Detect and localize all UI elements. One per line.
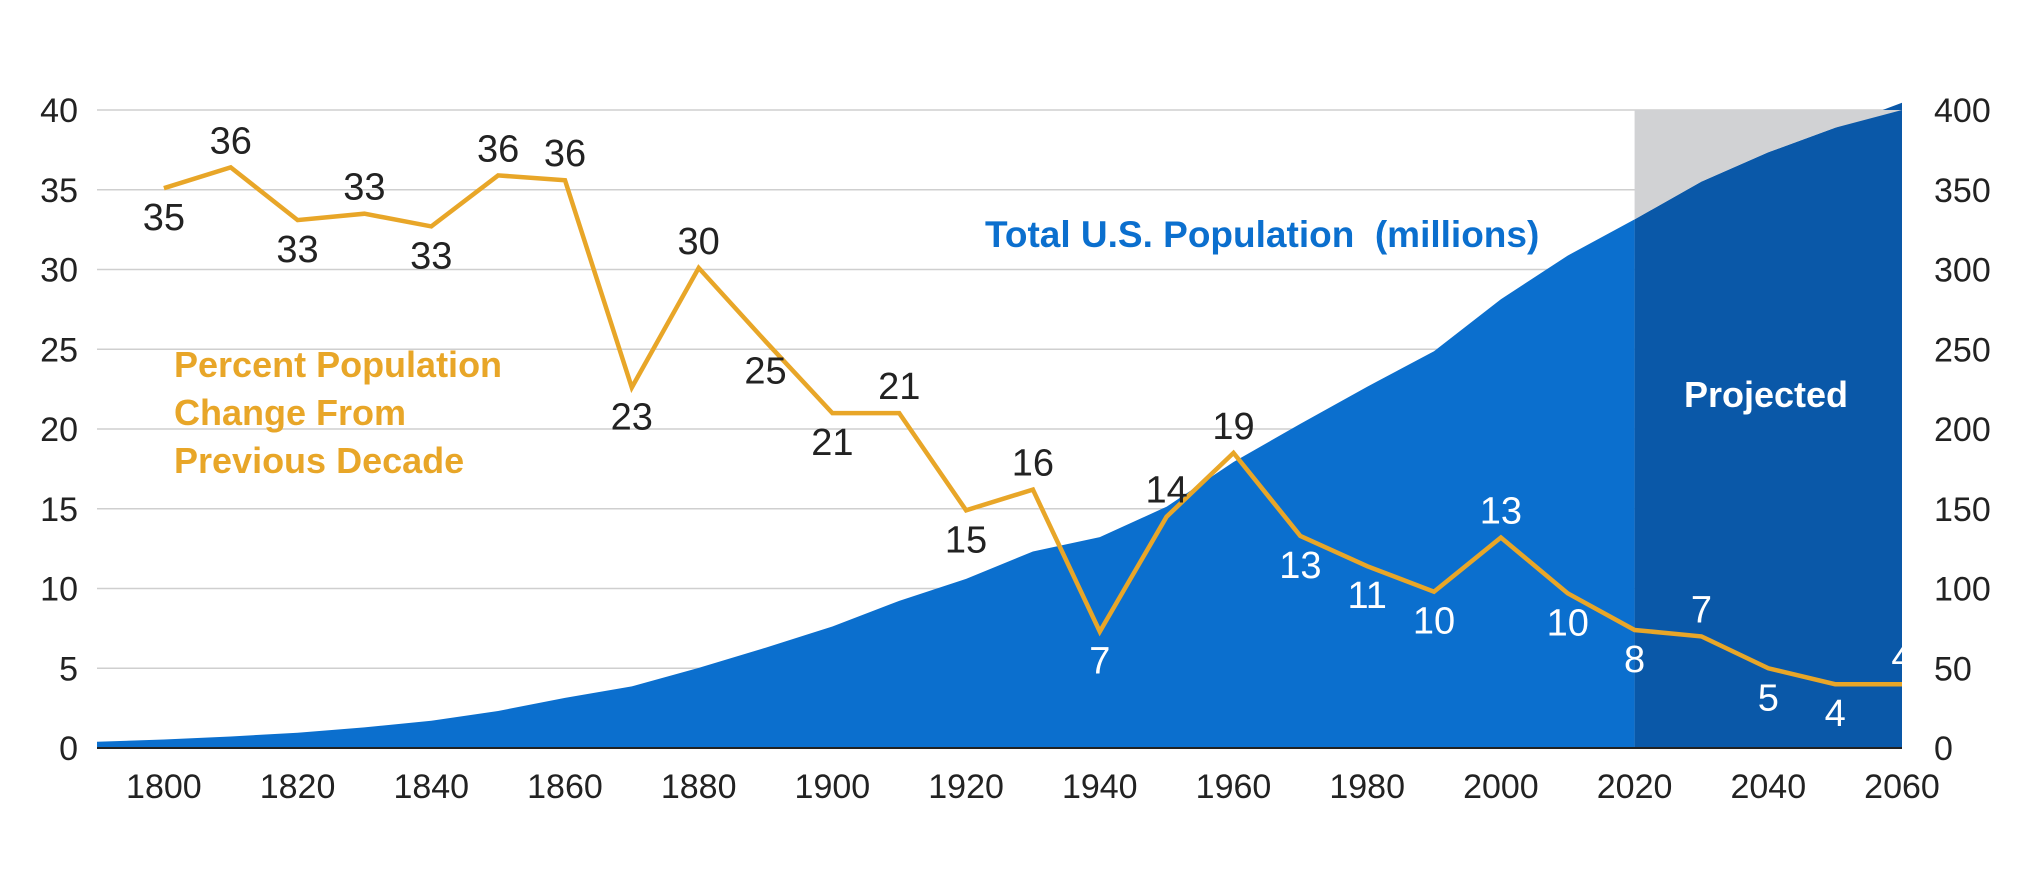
population-area-projected: [1634, 102, 1902, 749]
percent-data-label: 13: [1480, 490, 1522, 532]
percent-data-label: 13: [1279, 545, 1321, 587]
projected-band: [1634, 110, 1902, 220]
percent-data-label: 33: [343, 167, 385, 209]
population-series-title: Total U.S. Population (millions): [985, 214, 1539, 255]
x-tick-label: 2060: [1864, 768, 1940, 806]
x-tick-label: 2020: [1597, 768, 1673, 806]
percent-data-label: 35: [143, 197, 185, 239]
y-left-tick-label: 5: [59, 650, 78, 688]
y-right-tick-label: 100: [1934, 571, 1991, 609]
percent-data-label: 36: [210, 120, 252, 162]
y-left-tick-label: 15: [40, 491, 78, 529]
x-tick-label: 1820: [260, 768, 336, 806]
x-tick-label: 1980: [1329, 768, 1405, 806]
percent-data-label: 33: [276, 229, 318, 271]
percent-data-label: 14: [1145, 470, 1187, 512]
y-left-tick-label: 35: [40, 172, 78, 210]
percent-data-label: 10: [1413, 601, 1455, 643]
x-tick-label: 2040: [1730, 768, 1806, 806]
y-left-tick-label: 30: [40, 252, 78, 290]
projected-label: Projected: [1684, 374, 1848, 415]
percent-data-label: 25: [744, 350, 786, 392]
percent-series-title-line-1: Percent Population: [174, 344, 502, 385]
percent-data-label: 19: [1212, 406, 1254, 448]
y-right-tick-label: 150: [1934, 491, 1991, 529]
percent-series-title-line-3: Previous Decade: [174, 440, 464, 481]
percent-change-line: [163, 164, 1902, 687]
x-tick-label: 1900: [795, 768, 871, 806]
percent-data-label: 30: [678, 221, 720, 263]
y-left-tick-label: 0: [59, 730, 78, 768]
y-right-tick-label: 50: [1934, 650, 1972, 688]
percent-data-label: 36: [477, 128, 519, 170]
y-left-tick-label: 25: [40, 331, 78, 369]
percent-data-label: 4: [1891, 637, 1912, 679]
x-tick-label: 1920: [928, 768, 1004, 806]
y-right-tick-label: 250: [1934, 331, 1991, 369]
y-right-tick-label: 300: [1934, 252, 1991, 290]
axes: 0510152025303540050100150200250300350400…: [40, 92, 1991, 806]
percent-data-label: 11: [1347, 575, 1386, 617]
percent-data-label: 7: [1691, 589, 1712, 631]
percent-data-label: 5: [1758, 677, 1779, 719]
percent-data-label: 21: [878, 366, 920, 408]
percent-data-label: 21: [811, 422, 853, 464]
percent-data-label: 8: [1624, 639, 1645, 681]
x-tick-label: 1840: [393, 768, 469, 806]
percent-data-label: 10: [1547, 602, 1589, 644]
percent-data-label: 7: [1089, 641, 1110, 683]
y-left-tick-label: 10: [40, 571, 78, 609]
percent-data-label: 33: [410, 235, 452, 277]
x-tick-label: 2000: [1463, 768, 1539, 806]
percent-data-label: 16: [1012, 443, 1054, 485]
y-right-tick-label: 0: [1934, 730, 1953, 768]
percent-data-label: 15: [945, 519, 987, 561]
percent-change-line-series: [163, 164, 1902, 687]
x-tick-label: 1800: [126, 768, 202, 806]
y-left-tick-label: 20: [40, 411, 78, 449]
population-area-historical: [97, 219, 1635, 748]
population-area-series: [97, 102, 1902, 749]
x-tick-label: 1940: [1062, 768, 1138, 806]
y-right-tick-label: 200: [1934, 411, 1991, 449]
y-right-tick-label: 400: [1934, 92, 1991, 130]
percent-data-label: 36: [544, 133, 586, 175]
x-tick-label: 1880: [661, 768, 737, 806]
percent-series-title-line-2: Change From: [174, 392, 406, 433]
x-tick-label: 1960: [1196, 768, 1272, 806]
gridlines: [97, 109, 1902, 669]
y-left-tick-label: 40: [40, 92, 78, 130]
percent-data-label: 4: [1825, 693, 1846, 735]
projected-region: [1634, 110, 1902, 220]
y-right-tick-label: 350: [1934, 172, 1991, 210]
x-tick-label: 1860: [527, 768, 603, 806]
percent-data-label: 23: [611, 397, 653, 439]
data-labels: 35 36 33 33 33 36 36 23 30 25 21 21 15 16 7 14 19 13 11 10 1…: [143, 120, 1913, 735]
